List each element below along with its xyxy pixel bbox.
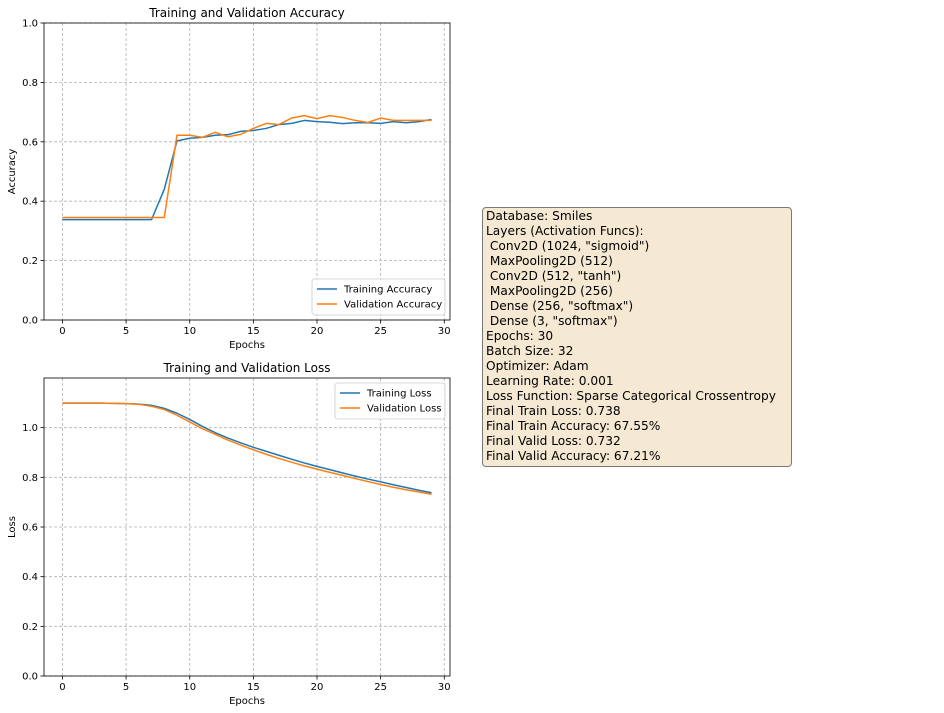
x-tick-label: 10 (183, 682, 196, 693)
legend-label: Validation Loss (367, 404, 442, 415)
x-tick-label: 25 (374, 682, 387, 693)
y-tick-label: 0.0 (22, 672, 38, 683)
y-axis-label: Accuracy (7, 149, 18, 195)
x-tick-label: 30 (438, 326, 451, 337)
y-axis-label: Loss (7, 516, 18, 538)
info-line: Conv2D (1024, "sigmoid") (486, 239, 650, 253)
x-tick-label: 5 (123, 682, 129, 693)
legend: Training Loss Validation Loss (334, 382, 446, 420)
y-tick-label: 0.4 (22, 197, 38, 208)
info-line: Final Train Loss: 0.738 (486, 404, 621, 418)
info-line: Loss Function: Sparse Categorical Crosse… (486, 389, 776, 403)
x-tick-label: 5 (123, 326, 129, 337)
info-line: Batch Size: 32 (486, 344, 574, 358)
x-tick-label: 10 (183, 326, 196, 337)
info-line: Final Train Accuracy: 67.55% (486, 419, 661, 433)
y-tick-label: 1.0 (22, 423, 38, 434)
series-line-1 (62, 402, 432, 495)
legend-label: Validation Accuracy (344, 300, 442, 311)
info-line: Database: Smiles (486, 209, 593, 223)
x-tick-label: 25 (374, 326, 387, 337)
info-line: MaxPooling2D (256) (486, 284, 613, 298)
legend-frame (311, 278, 446, 316)
chart-title: Training and Validation Loss (163, 361, 331, 375)
y-tick-label: 0.2 (22, 622, 38, 633)
x-tick-label: 0 (59, 682, 65, 693)
chart-title: Training and Validation Accuracy (148, 6, 344, 20)
x-tick-label: 15 (247, 682, 260, 693)
info-line: Learning Rate: 0.001 (486, 374, 614, 388)
series-line-0 (62, 118, 432, 221)
info-line: Optimizer: Adam (486, 359, 589, 373)
y-tick-label: 0.8 (22, 78, 38, 89)
chart-1: 0 5 10 15 20 25 30 0.0 0.2 0.4 0.6 0.8 1.0 Training a… (7, 361, 451, 707)
legend-label: Training Accuracy (343, 285, 432, 296)
x-tick-label: 20 (311, 326, 324, 337)
axes-frame (43, 22, 451, 321)
info-line: Final Valid Accuracy: 67.21% (486, 449, 661, 463)
y-tick-label: 0.2 (22, 256, 38, 267)
info-line: Epochs: 30 (486, 329, 554, 343)
x-tick-label: 15 (247, 326, 260, 337)
grid (44, 22, 450, 321)
y-tick-label: 0.4 (22, 572, 38, 583)
legend: Training Accuracy Validation Accuracy (311, 278, 446, 316)
info-line: Layers (Activation Funcs): (486, 224, 644, 238)
y-tick-label: 0.8 (22, 473, 38, 484)
info-line: MaxPooling2D (512) (486, 254, 613, 268)
y-tick-label: 0.0 (22, 316, 38, 327)
x-tick-label: 20 (311, 682, 324, 693)
x-axis-label: Epochs (229, 696, 265, 707)
info-line: Dense (256, "softmax") (486, 299, 634, 313)
grid (44, 378, 450, 677)
model-info-box: Database: Smiles Layers (Activation Funcs… (482, 207, 792, 467)
y-tick-label: 0.6 (22, 137, 38, 148)
legend-label: Training Loss (366, 389, 432, 400)
legend-frame (334, 382, 446, 420)
chart-0: 0 5 10 15 20 25 30 0.0 0.2 0.4 0.6 0.8 1.0 Training a… (7, 6, 451, 351)
info-line: Final Valid Loss: 0.732 (486, 434, 621, 448)
x-tick-label: 0 (59, 326, 65, 337)
info-line: Dense (3, "softmax") (486, 314, 618, 328)
info-line: Conv2D (512, "tanh") (486, 269, 622, 283)
series-line-1 (62, 114, 432, 219)
y-tick-label: 1.0 (22, 19, 38, 30)
x-axis-label: Epochs (229, 340, 265, 351)
x-tick-label: 30 (438, 682, 451, 693)
y-tick-label: 0.6 (22, 523, 38, 534)
